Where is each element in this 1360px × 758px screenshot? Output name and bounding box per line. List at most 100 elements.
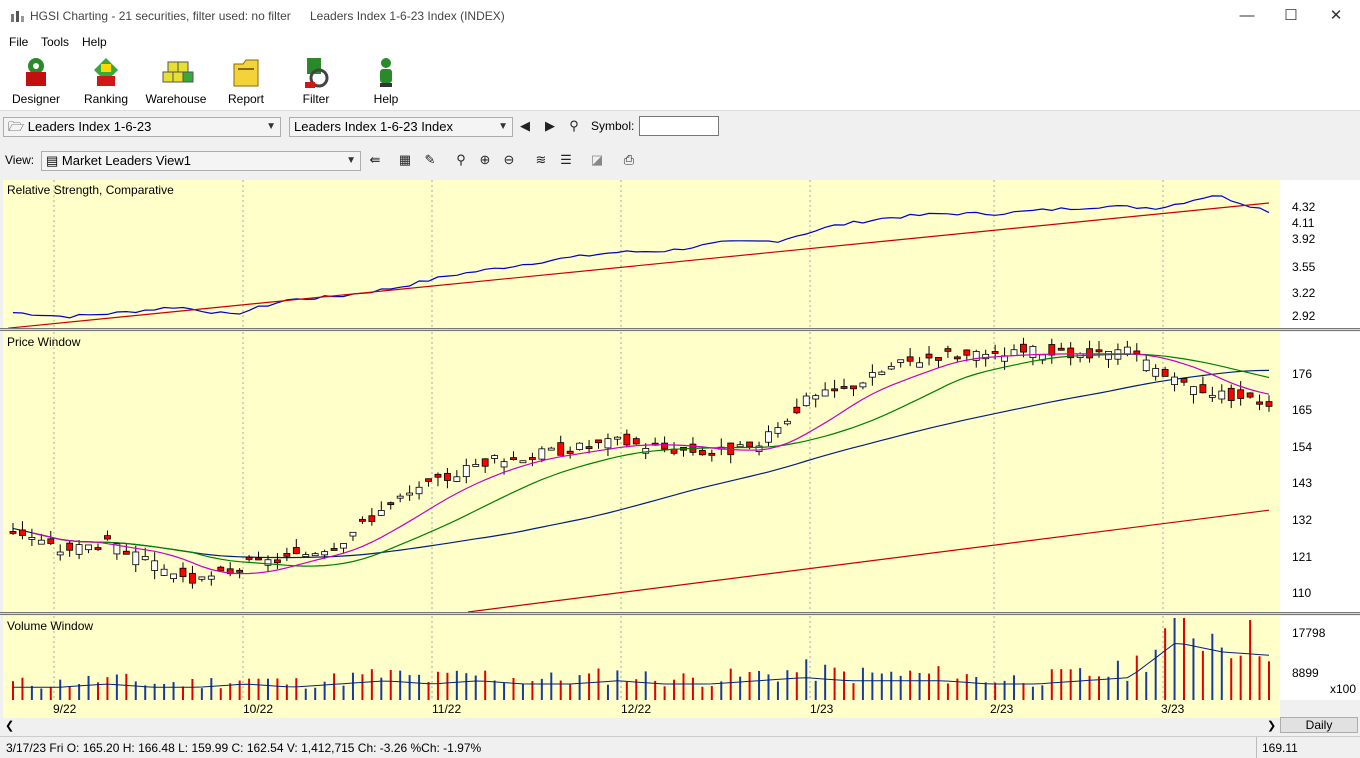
candle-body	[141, 556, 149, 561]
candle-body	[255, 557, 262, 561]
candle-body	[953, 356, 961, 360]
view-settings-icon[interactable]: ⇚	[369, 152, 381, 167]
candle-body	[189, 572, 196, 584]
candle-body	[897, 359, 905, 363]
security-select[interactable]: Leaders Index 1-6-23 Index ▼	[289, 117, 513, 137]
candle-body	[94, 547, 102, 550]
rs-axis-label: 3.55	[1292, 260, 1316, 274]
candle-body	[774, 427, 782, 434]
candle-body	[1208, 394, 1216, 398]
binoculars-icon[interactable]: ⚲	[569, 118, 579, 133]
warehouse-button[interactable]: Warehouse	[143, 54, 209, 108]
properties-icon[interactable]: ▦	[398, 152, 412, 167]
candle-body	[765, 431, 772, 443]
moving-average-50-line	[12, 369, 1270, 559]
rs-axis-label: 3.92	[1292, 232, 1316, 246]
volume-window-title: Volume Window	[7, 619, 94, 633]
candle-body	[963, 349, 971, 356]
candle-body	[28, 537, 36, 540]
candle-body	[349, 531, 357, 537]
edit-icon[interactable]: ✎	[424, 152, 436, 167]
candle-body	[925, 353, 933, 359]
candle-body	[1256, 401, 1263, 405]
maximize-button[interactable]: ☐	[1284, 7, 1298, 24]
candle-body	[783, 420, 791, 425]
price-axis-label: 132	[1292, 513, 1313, 527]
candle-body	[661, 442, 669, 450]
minimize-button[interactable]: —	[1239, 7, 1255, 24]
price-axis-label: 121	[1292, 550, 1313, 564]
previous-arrow-icon[interactable]: ◀	[520, 118, 530, 133]
zoom-icon[interactable]: ⚲	[456, 152, 466, 167]
draw-tool-icon[interactable]: ◪	[590, 152, 604, 167]
report-label: Report	[227, 92, 265, 106]
next-arrow-icon[interactable]: ▶	[545, 118, 555, 133]
close-button[interactable]: ✕	[1329, 7, 1343, 24]
scroll-right-icon[interactable]: ❯	[1267, 720, 1277, 732]
volume-chart	[12, 616, 1270, 700]
candle-body	[576, 442, 584, 450]
menu-tools[interactable]: Tools	[41, 35, 70, 49]
ranking-button[interactable]: Ranking	[73, 54, 139, 108]
candle-body	[642, 448, 650, 454]
panel-splitter[interactable]	[0, 328, 1360, 331]
bars-style-icon[interactable]: ≋	[535, 152, 547, 167]
date-label: 3/23	[1161, 702, 1185, 716]
main-toolbar: Designer Ranking Warehouse Report Filter…	[0, 52, 1360, 111]
candle-body	[292, 547, 300, 555]
volume-panel[interactable]: Volume Window	[3, 616, 1280, 700]
date-label: 2/23	[990, 702, 1014, 716]
zoom-in-icon[interactable]: ⊕	[479, 152, 491, 167]
filter-label: Filter	[302, 92, 330, 106]
panel-splitter[interactable]	[0, 612, 1360, 615]
candle-body	[122, 550, 130, 555]
candle-body	[1199, 384, 1207, 394]
candle-body	[566, 450, 574, 454]
date-label: 1/23	[810, 702, 834, 716]
price-panel[interactable]: Price Window	[3, 332, 1280, 612]
candle-body	[510, 457, 517, 461]
candle-body	[359, 518, 366, 522]
designer-icon	[26, 58, 46, 86]
symbol-input[interactable]	[639, 116, 719, 136]
candle-body	[557, 442, 565, 456]
candle-body	[850, 385, 857, 390]
list-select[interactable]: 🗁 Leaders Index 1-6-23 ▼	[3, 117, 281, 137]
menu-file[interactable]: File	[9, 35, 29, 49]
candle-body	[311, 553, 319, 557]
candle-body	[217, 566, 225, 572]
relative-strength-panel[interactable]: Relative Strength, Comparative	[3, 180, 1280, 329]
candle-body	[585, 446, 593, 450]
candle-body	[878, 371, 886, 375]
scroll-track[interactable]	[21, 721, 1261, 731]
candle-body	[916, 362, 923, 368]
period-button[interactable]: Daily	[1280, 717, 1358, 733]
ranking-icon	[94, 58, 118, 86]
filter-icon	[305, 58, 329, 88]
scroll-left-icon[interactable]: ❮	[5, 720, 15, 732]
volume-axis-label: 17798	[1292, 626, 1326, 640]
moving-average-20-line	[31, 353, 1270, 567]
candle-body	[207, 575, 215, 580]
menu-help[interactable]: Help	[82, 35, 107, 49]
help-button[interactable]: Help	[353, 54, 419, 108]
report-button[interactable]: Report	[213, 54, 279, 108]
view-select[interactable]: ▤ Market Leaders View1 ▼	[41, 151, 361, 171]
security-select-value: Leaders Index 1-6-23 Index	[294, 119, 453, 134]
filter-button[interactable]: Filter	[283, 54, 349, 108]
chevron-down-icon: ▼	[498, 121, 508, 132]
horizontal-scrollbar[interactable]: ❮ ❯	[3, 718, 1280, 734]
relative-strength-axis: 4.32 4.11 3.92 3.55 3.22 2.92	[1280, 180, 1360, 329]
print-icon[interactable]: ⎙	[623, 152, 635, 167]
list-icon[interactable]: ☰	[560, 152, 572, 167]
candle-body	[831, 388, 838, 392]
candle-body	[245, 556, 253, 560]
ranking-label: Ranking	[83, 92, 129, 106]
candle-body	[708, 452, 716, 456]
candle-body	[481, 458, 489, 467]
date-label: 10/22	[243, 702, 274, 716]
candle-body	[623, 433, 631, 446]
candle-body	[906, 356, 914, 362]
designer-button[interactable]: Designer	[3, 54, 69, 108]
zoom-out-icon[interactable]: ⊖	[503, 152, 515, 167]
